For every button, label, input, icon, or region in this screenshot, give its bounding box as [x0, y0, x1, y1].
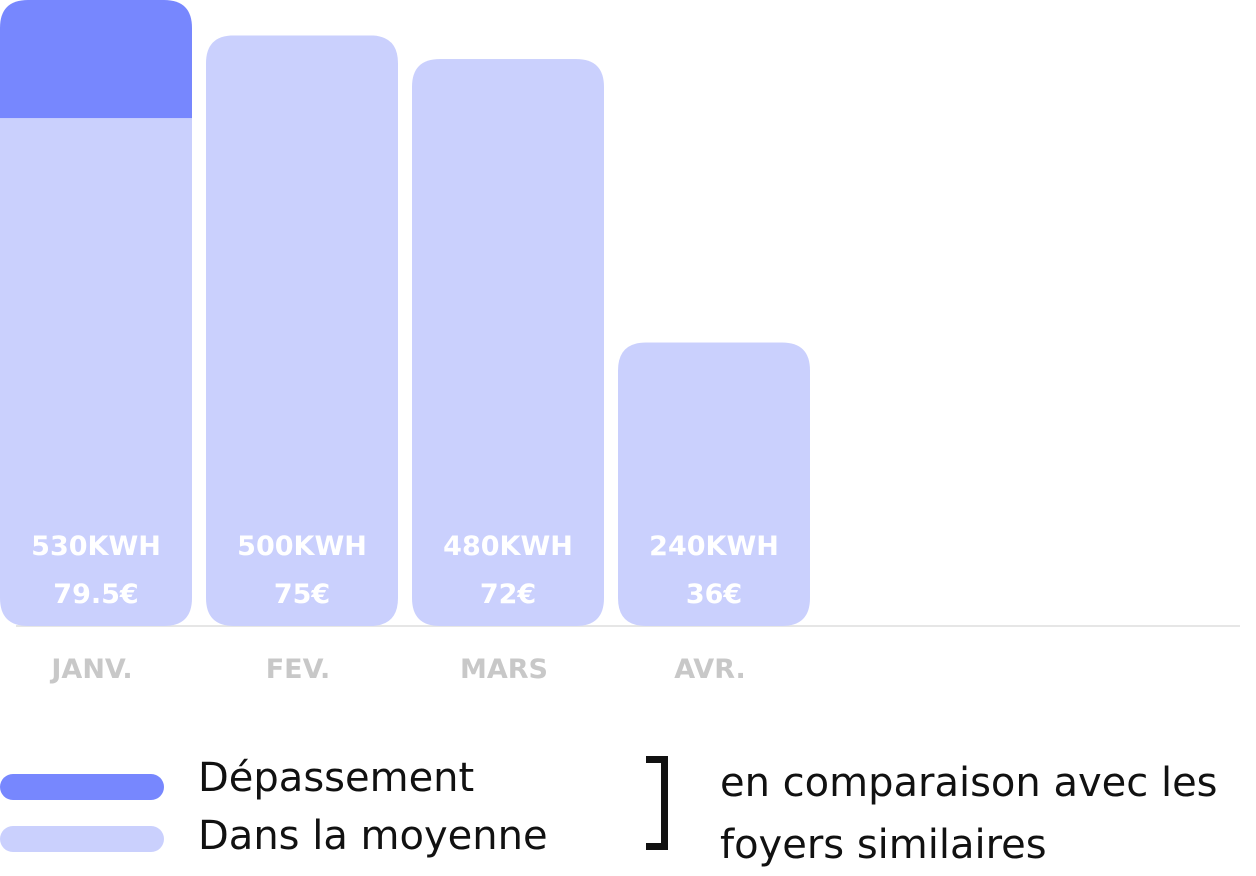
bar-segment-average-1 — [0, 118, 192, 626]
bars-group — [0, 0, 810, 627]
legend-bracket — [646, 756, 668, 850]
bar-cost-label-2: 75€ — [274, 579, 330, 610]
x-tick-label-2: FEV. — [266, 654, 331, 685]
bar-segment-average-3 — [412, 59, 604, 627]
bar-kwh-label-2: 500KWH — [237, 531, 367, 562]
bar-kwh-label-4: 240KWH — [649, 531, 779, 562]
bar-cost-label-3: 72€ — [480, 579, 536, 610]
bar-segment-average-2 — [206, 35, 398, 627]
x-tick-label-1: JANV. — [49, 654, 132, 685]
legend-swatch-exceed — [0, 774, 164, 800]
legend-comparison-note: en comparaison avec les foyers similaire… — [720, 760, 1218, 868]
legend-label-exceed: Dépassement — [198, 755, 475, 801]
x-tick-label-4: AVR. — [674, 654, 746, 685]
bar-cost-label-4: 36€ — [686, 579, 742, 610]
x-tick-label-3: MARS — [460, 654, 548, 685]
bar-segment-average-4 — [618, 342, 810, 626]
bar-cost-label-1: 79.5€ — [53, 579, 138, 610]
bar-4 — [618, 342, 810, 626]
bar-1 — [0, 0, 192, 626]
bar-2 — [206, 35, 398, 627]
consumption-bar-chart: 530KWH 79.5€ JANV. 500KWH 75€ FEV. 480KWH 72€ MA… — [0, 0, 1240, 685]
labels-group: 530KWH 79.5€ JANV. 500KWH 75€ FEV. 480KWH 72€ MA… — [31, 531, 779, 685]
legend-label-average: Dans la moyenne — [198, 813, 548, 859]
bar-segment-exceed-1 — [0, 0, 192, 119]
bar-kwh-label-1: 530KWH — [31, 531, 161, 562]
legend-swatch-average — [0, 826, 164, 852]
bar-kwh-label-3: 480KWH — [443, 531, 573, 562]
bar-3 — [412, 59, 604, 627]
